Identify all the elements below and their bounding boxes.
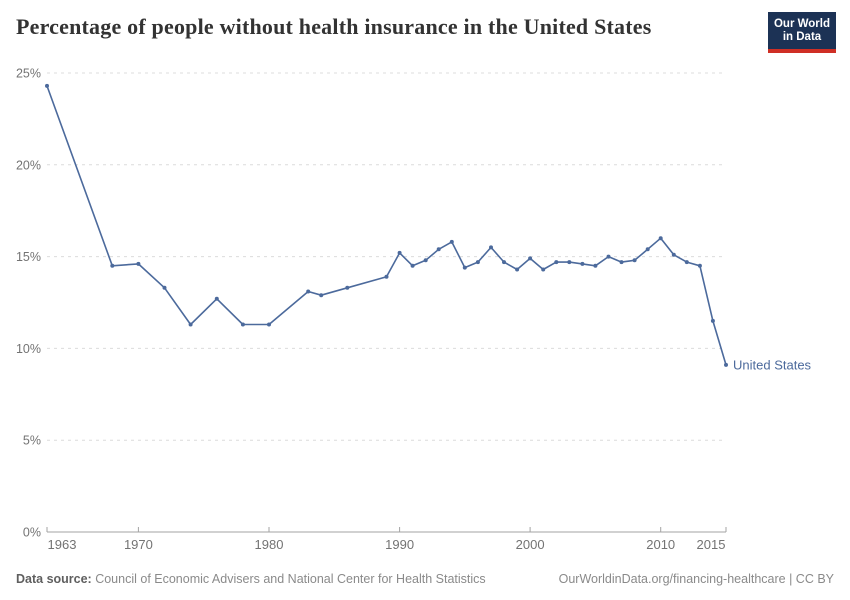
data-point-marker[interactable] — [397, 250, 402, 255]
y-tick-label: 15% — [16, 250, 41, 264]
data-point-marker[interactable] — [188, 322, 193, 327]
data-point-marker[interactable] — [528, 256, 533, 261]
data-source-label: Data source: — [16, 572, 92, 586]
data-point-marker[interactable] — [319, 293, 324, 298]
data-point-marker[interactable] — [502, 260, 506, 265]
data-point-marker[interactable] — [110, 263, 115, 268]
data-point-marker[interactable] — [136, 261, 141, 266]
data-point-marker[interactable] — [214, 296, 219, 301]
x-tick-label: 1963 — [48, 537, 77, 552]
data-point-marker[interactable] — [645, 247, 650, 252]
owid-logo-line2: in Data — [782, 30, 822, 43]
y-tick-label: 25% — [16, 67, 41, 81]
data-source-note: Data source: Council of Economic Adviser… — [16, 572, 486, 586]
y-tick-label: 0% — [23, 526, 41, 540]
data-point-marker[interactable] — [632, 258, 637, 263]
chart-footer: Data source: Council of Economic Adviser… — [16, 572, 834, 586]
y-tick-label: 20% — [16, 158, 41, 172]
x-tick-label: 1980 — [255, 537, 284, 552]
owid-logo-line1: Our World — [773, 17, 830, 30]
data-point-marker[interactable] — [658, 236, 663, 241]
data-point-marker[interactable] — [580, 261, 585, 266]
data-point-marker[interactable] — [724, 362, 728, 367]
x-tick-label: 1970 — [124, 537, 153, 552]
data-point-marker[interactable] — [684, 260, 689, 265]
x-tick-label: 2000 — [516, 537, 545, 552]
data-point-marker[interactable] — [567, 260, 572, 265]
data-point-marker[interactable] — [697, 263, 702, 268]
data-source-text: Council of Economic Advisers and Nationa… — [91, 572, 486, 586]
credit-link[interactable]: OurWorldinData.org/financing-healthcare … — [558, 572, 834, 586]
x-tick-label: 1990 — [385, 537, 414, 552]
data-point-marker[interactable] — [240, 322, 245, 327]
owid-logo[interactable]: Our World in Data — [768, 12, 836, 53]
data-point-marker[interactable] — [671, 252, 676, 257]
data-point-marker[interactable] — [710, 318, 715, 323]
data-point-marker[interactable] — [267, 322, 271, 327]
x-tick-label: 2010 — [646, 537, 675, 552]
data-point-marker[interactable] — [541, 267, 546, 272]
series-end-label[interactable]: United States — [733, 357, 812, 372]
data-point-marker[interactable] — [475, 260, 480, 265]
data-point-marker[interactable] — [306, 289, 311, 294]
data-point-marker[interactable] — [619, 260, 624, 265]
data-point-marker[interactable] — [489, 245, 493, 250]
x-tick-label: 2015 — [697, 537, 726, 552]
y-tick-label: 5% — [23, 434, 41, 448]
y-tick-label: 10% — [16, 342, 41, 356]
data-point-marker[interactable] — [593, 263, 598, 268]
data-point-marker[interactable] — [436, 247, 441, 252]
data-line[interactable] — [46, 85, 727, 366]
data-point-marker[interactable] — [423, 258, 428, 263]
data-point-marker[interactable] — [45, 83, 49, 88]
data-point-marker[interactable] — [515, 267, 520, 272]
data-point-marker[interactable] — [384, 274, 389, 279]
data-point-marker[interactable] — [410, 263, 415, 268]
data-point-marker[interactable] — [554, 260, 559, 265]
data-point-marker[interactable] — [462, 265, 467, 270]
data-point-marker[interactable] — [449, 239, 454, 244]
data-point-marker[interactable] — [345, 285, 350, 290]
data-point-marker[interactable] — [162, 285, 167, 290]
chart-title: Percentage of people without health insu… — [16, 14, 652, 39]
data-point-marker[interactable] — [606, 254, 611, 259]
owid-logo-red-bar — [768, 49, 836, 53]
owid-logo-box: Our World in Data — [768, 12, 836, 49]
